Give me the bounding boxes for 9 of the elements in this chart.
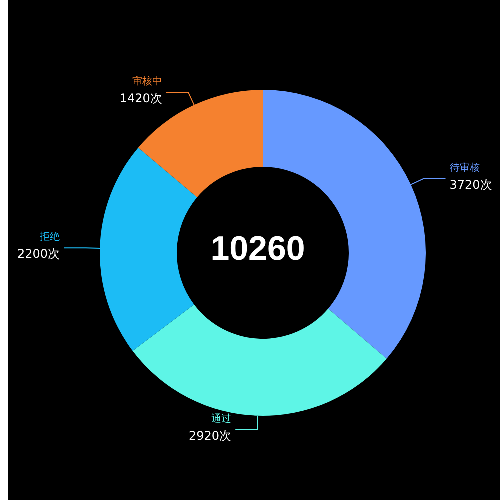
data-label: 1420次 <box>120 91 162 106</box>
slice-label: 审核中 <box>132 75 162 88</box>
slice-label: 通过 <box>212 412 232 425</box>
data-label: 2920次 <box>189 428 232 443</box>
data-label: 2200次 <box>18 247 60 262</box>
text: 10260 <box>210 230 306 268</box>
data-label: 3720次 <box>450 178 492 192</box>
slice-label: 待审核 <box>450 162 480 174</box>
slice-label: 拒绝 <box>39 231 60 244</box>
